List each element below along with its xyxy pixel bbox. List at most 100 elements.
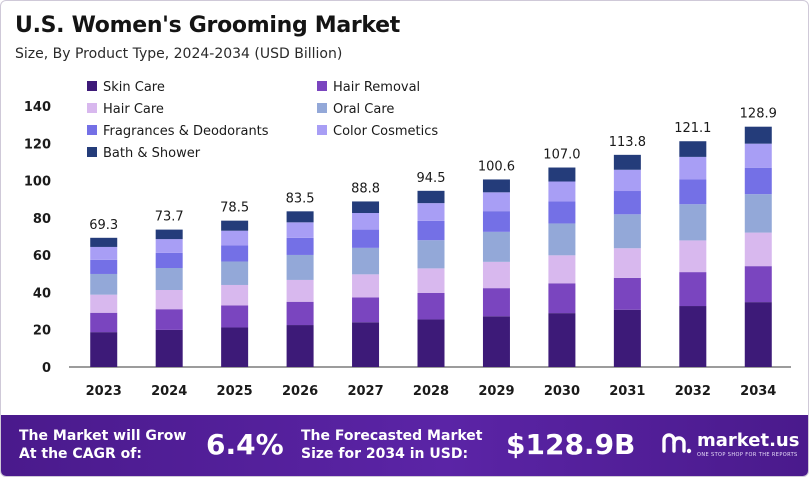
brand-tagline: ONE STOP SHOP FOR THE REPORTS: [697, 452, 798, 458]
bar-segment: [221, 284, 249, 306]
x-tick-label: 2024: [151, 384, 187, 399]
market-us-logo-icon: [662, 433, 692, 454]
bar-segment: [482, 288, 510, 317]
legend-entry: Bath & Shower: [103, 146, 201, 161]
bar-segment: [352, 247, 380, 275]
legend-entry: Color Cosmetics: [333, 124, 438, 139]
forecast-label: The Forecasted Market Size for 2034 in U…: [301, 427, 482, 463]
bar-total-label: 128.9: [740, 107, 777, 122]
bar-segment: [613, 248, 641, 278]
bar-segment: [613, 214, 641, 249]
x-tick-label: 2029: [478, 384, 514, 399]
bar-segment: [155, 239, 183, 253]
bar-segment: [679, 240, 707, 273]
bar-segment: [155, 229, 183, 240]
bar-segment: [90, 259, 118, 274]
bar-segment: [286, 222, 314, 238]
bar-total-label: 88.8: [351, 181, 380, 196]
bar-segment: [482, 211, 510, 232]
bar-segment: [352, 274, 380, 298]
bar-segment: [90, 294, 118, 313]
bar-segment: [482, 192, 510, 212]
bar-segment: [679, 204, 707, 241]
bar-total-label: 69.3: [89, 218, 118, 233]
bar-segment: [548, 167, 576, 182]
bar-segment: [744, 232, 772, 267]
bar-segment: [90, 246, 118, 260]
bar-segment: [286, 325, 314, 367]
bar-total-label: 113.8: [609, 135, 646, 150]
legend-swatch: [87, 81, 97, 91]
bar-segment: [744, 266, 772, 303]
y-tick-label: 60: [33, 249, 51, 264]
legend-swatch: [317, 125, 327, 135]
bar-segment: [679, 179, 707, 205]
bar-segment: [90, 237, 118, 247]
x-tick-label: 2031: [609, 384, 645, 399]
bar-segment: [352, 297, 380, 323]
brand-name: market.us: [697, 430, 800, 451]
cagr-label: The Market will Grow At the CAGR of:: [19, 427, 186, 463]
bar-segment: [613, 169, 641, 192]
bar-segment: [744, 194, 772, 233]
bar-segment: [417, 220, 445, 241]
bar-segment: [613, 154, 641, 170]
bar-segment: [155, 329, 183, 367]
legend-entry: Fragrances & Deodorants: [103, 124, 269, 139]
x-tick-label: 2023: [86, 384, 122, 399]
legend-swatch: [87, 125, 97, 135]
bar-segment: [286, 237, 314, 255]
legend-swatch: [87, 103, 97, 113]
bar-segment: [744, 167, 772, 195]
bar-segment: [155, 290, 183, 310]
bar-segment: [613, 277, 641, 310]
bar-segment: [90, 273, 118, 295]
x-tick-label: 2027: [347, 384, 383, 399]
bar-segment: [221, 261, 249, 285]
bar-segment: [352, 229, 380, 248]
bar-segment: [482, 231, 510, 262]
chart-subtitle: Size, By Product Type, 2024-2034 (USD Bi…: [15, 46, 343, 62]
bar-segment: [417, 292, 445, 320]
bar-segment: [548, 223, 576, 256]
legend-swatch: [317, 81, 327, 91]
bar-segment: [417, 319, 445, 367]
bar-segment: [286, 301, 314, 326]
bar-segment: [221, 245, 249, 262]
bar-segment: [744, 126, 772, 144]
bar-segment: [221, 327, 249, 367]
bar-segment: [548, 255, 576, 284]
bar-segment: [417, 240, 445, 269]
bar-segment: [482, 316, 510, 367]
bar-segment: [417, 268, 445, 293]
legend-entry: Skin Care: [103, 80, 165, 95]
bar-segment: [286, 254, 314, 280]
bar-segment: [286, 211, 314, 223]
y-tick-label: 0: [42, 361, 51, 376]
brand-logo[interactable]: market.us ONE STOP SHOP FOR THE REPORTS: [661, 429, 799, 463]
legend-entry: Hair Care: [103, 102, 164, 117]
bar-segment: [221, 230, 249, 246]
x-tick-label: 2034: [740, 384, 776, 399]
x-tick-label: 2025: [217, 384, 253, 399]
forecast-label-line1: The Forecasted Market: [301, 428, 483, 444]
bar-segment: [482, 179, 510, 193]
bar-total-label: 107.0: [543, 148, 580, 163]
x-tick-label: 2026: [282, 384, 318, 399]
bar-segment: [679, 141, 707, 157]
bar-segment: [155, 309, 183, 330]
legend-swatch: [87, 147, 97, 157]
bar-segment: [286, 279, 314, 302]
bar-segment: [744, 302, 772, 367]
cagr-label-line1: The Market will Grow: [19, 428, 187, 444]
bar-total-label: 83.5: [286, 191, 315, 206]
y-tick-label: 40: [33, 286, 51, 301]
bar-segment: [221, 305, 249, 328]
cagr-value: 6.4%: [206, 428, 284, 461]
bar-segment: [679, 306, 707, 367]
y-tick-label: 80: [33, 212, 51, 227]
footer-banner: The Market will Grow At the CAGR of: 6.4…: [1, 415, 808, 476]
y-tick-label: 100: [24, 175, 51, 190]
bar-segment: [417, 203, 445, 221]
y-tick-label: 140: [24, 100, 51, 115]
